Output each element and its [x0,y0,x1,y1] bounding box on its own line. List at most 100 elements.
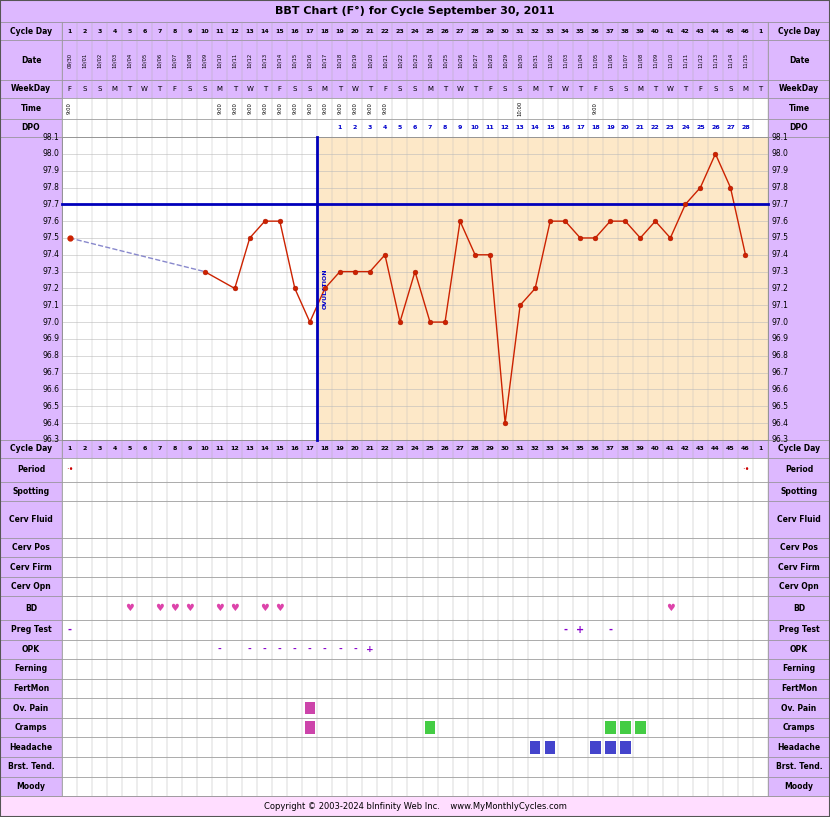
Text: 97.2: 97.2 [42,284,59,293]
Text: ♥: ♥ [170,603,179,614]
Text: DPO: DPO [789,123,808,132]
Text: 42: 42 [681,446,690,452]
Bar [768,776,830,796]
Text: 96.9: 96.9 [42,334,59,343]
Bar [0,98,62,118]
Text: 38: 38 [621,446,630,452]
Text: 97.3: 97.3 [42,267,59,276]
Text: 4: 4 [112,29,117,33]
Text: Spotting: Spotting [12,487,50,496]
Text: 10/21: 10/21 [383,52,388,68]
Text: S: S [188,86,192,92]
Text: 10/17: 10/17 [322,52,327,68]
Bar [0,0,830,22]
Text: OVULATION: OVULATION [322,268,327,309]
Text: 1: 1 [759,446,763,452]
Text: +: + [576,625,584,635]
Text: T: T [368,86,372,92]
Text: F: F [593,86,598,92]
Text: 9:00: 9:00 [322,102,327,114]
Bar [425,721,435,734]
Text: 26: 26 [441,446,449,452]
Text: 29: 29 [486,446,495,452]
Text: W: W [141,86,148,92]
Text: 1: 1 [67,446,71,452]
Text: -: - [293,645,296,654]
Text: 10/02: 10/02 [97,52,102,68]
Text: 11: 11 [215,446,224,452]
Bar [62,718,768,738]
Text: 10/25: 10/25 [442,52,447,68]
Text: 11/14: 11/14 [728,52,733,68]
Text: M: M [427,86,433,92]
Text: 24: 24 [411,446,419,452]
Text: Moody: Moody [784,782,813,791]
Text: 11/02: 11/02 [548,52,553,68]
Text: 10/11: 10/11 [232,52,237,68]
Text: S: S [82,86,86,92]
Text: Preg Test: Preg Test [779,625,819,634]
Text: 10/16: 10/16 [307,52,312,68]
Text: 6: 6 [143,29,147,33]
Text: 40: 40 [651,29,660,33]
Text: Cycle Day: Cycle Day [10,444,52,453]
Text: S: S [398,86,403,92]
Text: 9: 9 [188,29,192,33]
Text: 10/20: 10/20 [368,52,373,68]
Bar [0,659,62,679]
Text: 36: 36 [591,29,599,33]
Text: 19: 19 [335,446,344,452]
Text: Cramps: Cramps [783,723,815,732]
Text: 10/13: 10/13 [262,52,267,68]
Text: 96.9: 96.9 [771,334,788,343]
Bar [0,481,62,501]
Text: 10/14: 10/14 [277,52,282,68]
Text: M: M [637,86,643,92]
Text: 28: 28 [471,29,480,33]
Text: W: W [667,86,674,92]
Text: -: - [353,645,357,654]
Text: 5: 5 [398,125,403,131]
Text: M: M [743,86,749,92]
Text: 10: 10 [200,29,209,33]
Text: M: M [111,86,118,92]
Text: 10/19: 10/19 [353,52,358,68]
Bar [62,22,768,41]
Text: 3: 3 [368,125,372,131]
Text: 97.0: 97.0 [42,318,59,327]
Text: 97.8: 97.8 [771,183,788,192]
Bar [768,577,830,596]
Text: 6: 6 [413,125,417,131]
Text: 17: 17 [576,125,584,131]
Text: T: T [443,86,447,92]
Text: 97.1: 97.1 [771,301,788,310]
Text: ♥: ♥ [276,603,284,614]
Text: Cerv Pos: Cerv Pos [12,543,50,552]
Bar [768,440,830,458]
Text: Cerv Firm: Cerv Firm [779,563,820,572]
Text: T: T [653,86,657,92]
Text: ♥: ♥ [125,603,134,614]
Bar [62,679,768,699]
Text: 25: 25 [426,446,434,452]
Text: 36: 36 [591,446,599,452]
Text: 45: 45 [726,446,735,452]
Text: 25: 25 [696,125,705,131]
Text: 2: 2 [82,446,86,452]
Text: 11/04: 11/04 [578,52,583,68]
Text: 11/15: 11/15 [743,52,748,68]
Text: 26: 26 [441,29,449,33]
Bar [545,741,555,753]
Text: 28: 28 [471,446,480,452]
Bar [317,137,768,440]
Text: Time: Time [788,104,809,113]
Text: 97.6: 97.6 [771,217,788,225]
Text: 5: 5 [128,446,132,452]
Text: 9:00: 9:00 [217,102,222,114]
Text: 10/05: 10/05 [142,52,147,68]
Bar [768,481,830,501]
Text: 10/22: 10/22 [398,52,403,68]
Text: 98.0: 98.0 [42,150,59,158]
Text: F: F [67,86,71,92]
Text: 14: 14 [261,446,269,452]
